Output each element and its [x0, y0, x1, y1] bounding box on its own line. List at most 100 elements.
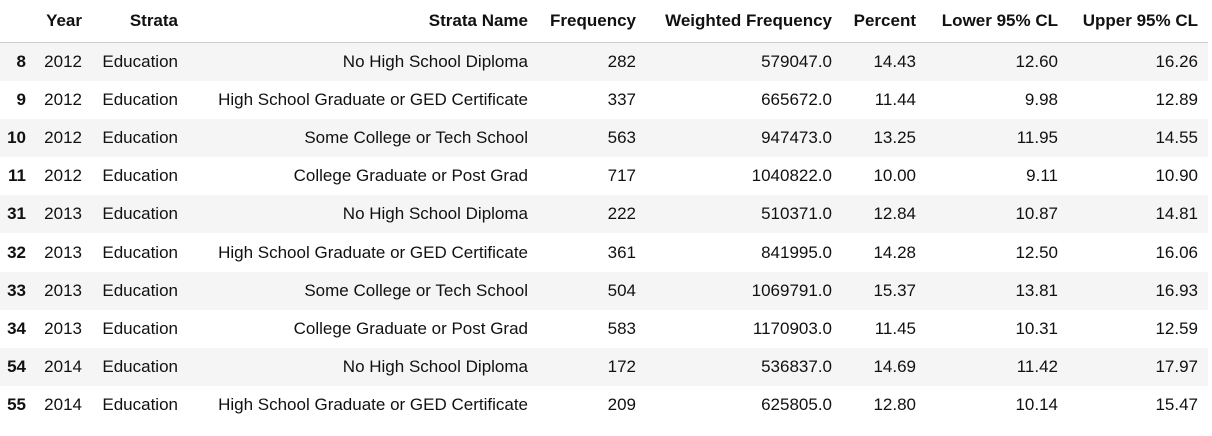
table-row: 11 2012 Education College Graduate or Post … [0, 157, 1208, 196]
weighted-frequency-cell: 665672.0 [761, 89, 832, 109]
lower-cl-cell: 11.42 [1016, 357, 1058, 377]
column-header-year: Year [36, 0, 92, 43]
percent-cell: 13.25 [873, 127, 916, 147]
table-body: 8 2012 Education No High School Diploma 282 5… [0, 42, 1208, 425]
percent-cell: 12.80 [873, 395, 916, 415]
frequency-cell: 717 [607, 166, 636, 186]
strata-cell: Education [102, 51, 178, 71]
strata-cell: Education [102, 318, 178, 338]
column-header-strata-name: Strata Name [188, 0, 538, 43]
lower-cl-cell: 10.14 [1015, 395, 1058, 415]
strata-cell: Education [102, 242, 178, 262]
upper-cl-cell: 15.47 [1155, 395, 1198, 415]
table-row: 31 2013 Education No High School Diploma 222… [0, 195, 1208, 234]
year-cell: 2012 [44, 166, 82, 186]
upper-cl-cell: 10.90 [1155, 166, 1198, 186]
weighted-frequency-cell: 536837.0 [761, 357, 832, 377]
percent-cell: 14.28 [873, 242, 916, 262]
strata-cell: Education [102, 89, 178, 109]
percent-cell: 11.45 [874, 318, 916, 338]
percent-cell: 10.00 [873, 166, 916, 186]
year-cell: 2013 [44, 204, 82, 224]
strata-name-cell: High School Graduate or GED Certificate [218, 89, 528, 109]
strata-name-cell: No High School Diploma [342, 51, 528, 71]
weighted-frequency-cell: 510371.0 [761, 204, 832, 224]
year-cell: 2012 [44, 89, 82, 109]
strata-name-cell: High School Graduate or GED Certificate [218, 395, 528, 415]
upper-cl-cell: 16.06 [1155, 242, 1198, 262]
row-index: 34 [7, 318, 26, 338]
table-row: 9 2012 Education High School Graduate or GE… [0, 80, 1208, 119]
frequency-cell: 504 [607, 280, 636, 300]
upper-cl-cell: 17.97 [1155, 357, 1198, 377]
strata-name-cell: No High School Diploma [342, 357, 528, 377]
strata-name-cell: College Graduate or Post Grad [293, 166, 528, 186]
lower-cl-cell: 11.95 [1016, 127, 1058, 147]
strata-name-cell: No High School Diploma [342, 204, 528, 224]
year-cell: 2014 [44, 395, 82, 415]
strata-name-cell: High School Graduate or GED Certificate [218, 242, 528, 262]
row-index: 9 [16, 89, 26, 109]
year-cell: 2013 [44, 318, 82, 338]
table-row: 34 2013 Education College Graduate or Post … [0, 309, 1208, 348]
table-row: 54 2014 Education No High School Diploma 172… [0, 348, 1208, 387]
frequency-cell: 172 [607, 357, 636, 377]
column-header-weighted-frequency: Weighted Frequency [646, 0, 842, 43]
row-index: 31 [7, 204, 26, 224]
upper-cl-cell: 14.55 [1155, 127, 1198, 147]
lower-cl-cell: 13.81 [1015, 280, 1058, 300]
percent-cell: 14.69 [873, 357, 916, 377]
row-index: 11 [8, 166, 26, 186]
weighted-frequency-cell: 579047.0 [761, 51, 832, 71]
year-cell: 2012 [44, 51, 82, 71]
table-row: 8 2012 Education No High School Diploma 282 5… [0, 42, 1208, 81]
frequency-cell: 209 [607, 395, 636, 415]
table-row: 32 2013 Education High School Graduate or G… [0, 233, 1208, 272]
header-row: Year Strata Strata Name Frequency Weight… [0, 0, 1208, 43]
year-cell: 2013 [44, 242, 82, 262]
strata-cell: Education [102, 357, 178, 377]
strata-cell: Education [102, 395, 178, 415]
upper-cl-cell: 14.81 [1155, 204, 1198, 224]
strata-cell: Education [102, 127, 178, 147]
lower-cl-cell: 9.11 [1026, 166, 1058, 186]
upper-cl-cell: 16.93 [1155, 280, 1198, 300]
lower-cl-cell: 12.60 [1015, 51, 1058, 71]
index-header [0, 0, 36, 43]
lower-cl-cell: 12.50 [1015, 242, 1058, 262]
strata-name-cell: College Graduate or Post Grad [293, 318, 528, 338]
row-index: 32 [7, 242, 26, 262]
percent-cell: 15.37 [873, 280, 916, 300]
year-cell: 2013 [44, 280, 82, 300]
frequency-cell: 222 [607, 204, 636, 224]
weighted-frequency-cell: 1040822.0 [751, 166, 832, 186]
weighted-frequency-cell: 1069791.0 [751, 280, 832, 300]
frequency-cell: 583 [607, 318, 636, 338]
row-index: 10 [7, 127, 26, 147]
percent-cell: 11.44 [874, 89, 916, 109]
strata-cell: Education [102, 280, 178, 300]
strata-name-cell: Some College or Tech School [304, 280, 528, 300]
row-index: 8 [16, 51, 26, 71]
lower-cl-cell: 9.98 [1024, 89, 1058, 109]
column-header-upper-95-cl: Upper 95% CL [1068, 0, 1208, 43]
strata-cell: Education [102, 204, 178, 224]
upper-cl-cell: 12.59 [1155, 318, 1198, 338]
row-index: 54 [7, 357, 26, 377]
strata-name-cell: Some College or Tech School [304, 127, 528, 147]
weighted-frequency-cell: 1170903.0 [752, 318, 832, 338]
column-header-frequency: Frequency [538, 0, 646, 43]
percent-cell: 14.43 [873, 51, 916, 71]
row-index: 55 [7, 395, 26, 415]
percent-cell: 12.84 [873, 204, 916, 224]
weighted-frequency-cell: 947473.0 [761, 127, 832, 147]
column-header-lower-95-cl: Lower 95% CL [926, 0, 1068, 43]
dataframe-table: Year Strata Strata Name Frequency Weight… [0, 0, 1208, 425]
strata-cell: Education [102, 166, 178, 186]
frequency-cell: 337 [607, 89, 636, 109]
frequency-cell: 563 [607, 127, 636, 147]
year-cell: 2014 [44, 357, 82, 377]
weighted-frequency-cell: 625805.0 [761, 395, 832, 415]
table-row: 10 2012 Education Some College or Tech Scho… [0, 118, 1208, 158]
frequency-cell: 361 [607, 242, 636, 262]
